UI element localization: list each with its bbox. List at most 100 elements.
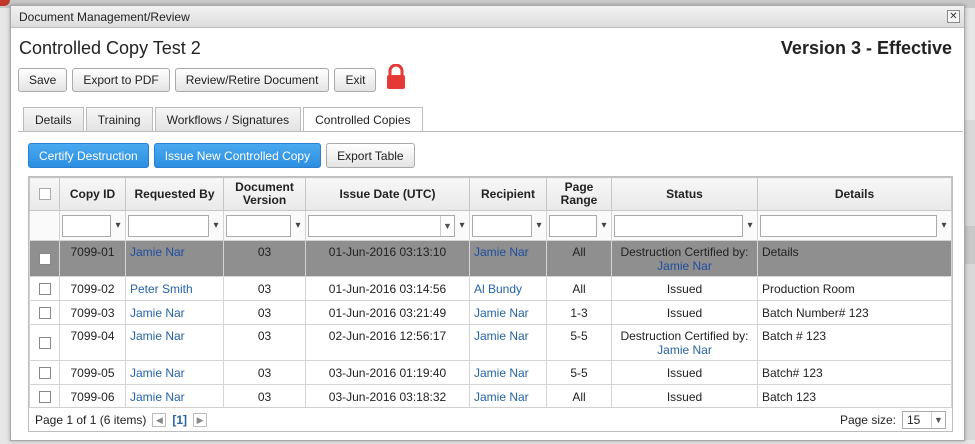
filter-input[interactable] — [549, 214, 597, 237]
filter-input[interactable] — [614, 214, 743, 237]
filter-icon[interactable]: ▾ — [536, 220, 542, 231]
filter-icon[interactable]: ▾ — [213, 220, 219, 231]
filter-icon[interactable]: ▾ — [295, 220, 301, 231]
header-copy-id[interactable]: Copy ID — [59, 177, 126, 211]
cell-details: Batch Number# 123 — [757, 300, 952, 325]
recipient-link[interactable]: Jamie Nar — [474, 329, 529, 343]
cell-copy-id: 7099-06 — [59, 384, 126, 409]
row-checkbox[interactable] — [38, 337, 51, 350]
page-size-control: Page size: 15 ▼ — [840, 410, 946, 429]
chevron-down-icon[interactable]: ▼ — [440, 215, 454, 236]
row-checkbox[interactable] — [38, 253, 51, 266]
certify-destruction-button[interactable]: Certify Destruction — [28, 143, 149, 168]
requested-by-link[interactable]: Peter Smith — [130, 281, 193, 296]
save-button[interactable]: Save — [18, 68, 68, 92]
review-retire-button[interactable]: Review/Retire Document — [174, 68, 330, 92]
cell-issue-date: 02-Jun-2016 12:56:17 — [305, 324, 470, 361]
filter-input[interactable] — [128, 214, 209, 237]
tab-bar: Details Training Workflows / Signatures … — [23, 107, 423, 132]
status-text: Destruction Certified by: — [620, 245, 749, 259]
filter-icon[interactable]: ▾ — [459, 220, 465, 231]
tab-training[interactable]: Training — [85, 107, 153, 131]
filter-icon[interactable]: ▾ — [115, 220, 121, 231]
cell-status: Destruction Certified by: Jamie Nar — [611, 324, 758, 361]
cell-issue-date: 03-Jun-2016 01:19:40 — [305, 360, 470, 385]
toolbar: Save Export to PDF Review/Retire Documen… — [18, 64, 407, 92]
tab-details[interactable]: Details — [23, 107, 84, 131]
requested-by-link[interactable]: Jamie Nar — [130, 329, 185, 343]
row-checkbox[interactable] — [38, 307, 51, 320]
cell-version: 03 — [223, 276, 306, 301]
status-by-link[interactable]: Jamie Nar — [657, 343, 712, 357]
recipient-link[interactable]: Jamie Nar — [474, 389, 529, 404]
cell-page-range: 5-5 — [546, 360, 612, 385]
tab-workflows-signatures[interactable]: Workflows / Signatures — [154, 107, 302, 131]
issue-new-copy-button[interactable]: Issue New Controlled Copy — [153, 143, 322, 168]
recipient-link[interactable]: Jamie Nar — [474, 305, 529, 320]
recipient-link[interactable]: Jamie Nar — [474, 245, 529, 259]
current-page[interactable]: [1] — [172, 412, 188, 427]
cell-status: Destruction Certified by: Jamie Nar — [611, 240, 758, 277]
table-row[interactable]: 7099-04 Jamie Nar 03 02-Jun-2016 12:56:1… — [29, 324, 952, 361]
cell-details: Details — [757, 240, 952, 277]
requested-by-link[interactable]: Jamie Nar — [130, 245, 185, 259]
cell-version: 03 — [223, 324, 306, 361]
tab-divider — [18, 131, 963, 132]
tab-controlled-copies[interactable]: Controlled Copies — [303, 107, 423, 132]
cell-details: Batch# 123 — [757, 360, 952, 385]
dialog-titlebar: Document Management/Review ✕ — [11, 6, 964, 28]
next-page-icon[interactable]: ▶ — [193, 412, 208, 427]
filter-icon[interactable]: ▾ — [941, 220, 947, 231]
header-document-version[interactable]: Document Version — [223, 177, 306, 211]
filter-icon[interactable]: ▾ — [601, 220, 607, 231]
table-row[interactable]: 7099-01 Jamie Nar 03 01-Jun-2016 03:13:1… — [29, 240, 952, 277]
select-all-checkbox[interactable] — [38, 188, 51, 201]
select-all-header[interactable] — [29, 177, 60, 211]
cell-copy-id: 7099-05 — [59, 360, 126, 385]
cell-version: 03 — [223, 360, 306, 385]
grid-actions: Certify Destruction Issue New Controlled… — [28, 143, 415, 168]
page-title: Controlled Copy Test 2 — [19, 38, 201, 58]
filter-input[interactable] — [760, 214, 937, 237]
cell-version: 03 — [223, 300, 306, 325]
prev-page-icon[interactable]: ◀ — [152, 412, 167, 427]
header-recipient[interactable]: Recipient — [469, 177, 547, 211]
page-size-select[interactable]: 15 ▼ — [902, 410, 946, 429]
header-details[interactable]: Details — [757, 177, 952, 211]
row-checkbox[interactable] — [38, 367, 51, 380]
header-issue-date[interactable]: Issue Date (UTC) — [305, 177, 470, 211]
table-row[interactable]: 7099-02 Peter Smith 03 01-Jun-2016 03:14… — [29, 276, 952, 301]
table-row[interactable]: 7099-05 Jamie Nar 03 03-Jun-2016 01:19:4… — [29, 360, 952, 385]
table-row[interactable]: 7099-06 Jamie Nar 03 03-Jun-2016 03:18:3… — [29, 384, 952, 409]
filter-input[interactable] — [472, 214, 532, 237]
requested-by-link[interactable]: Jamie Nar — [130, 305, 185, 320]
requested-by-link[interactable]: Jamie Nar — [130, 365, 185, 380]
close-icon[interactable]: ✕ — [947, 10, 960, 23]
status-by-link[interactable]: Jamie Nar — [657, 259, 712, 273]
header-requested-by[interactable]: Requested By — [125, 177, 224, 211]
cell-copy-id: 7099-01 — [59, 240, 126, 277]
table-row[interactable]: 7099-03 Jamie Nar 03 01-Jun-2016 03:21:4… — [29, 300, 952, 325]
version-status: Version 3 - Effective — [780, 38, 952, 58]
dialog-title: Document Management/Review — [19, 10, 190, 24]
filter-input[interactable] — [62, 214, 111, 237]
recipient-link[interactable]: Al Bundy — [474, 281, 523, 296]
background-logo — [0, 0, 10, 6]
filter-input[interactable] — [226, 214, 291, 237]
row-checkbox[interactable] — [38, 391, 51, 404]
row-checkbox[interactable] — [38, 283, 51, 296]
header-status[interactable]: Status — [611, 177, 758, 211]
chevron-down-icon[interactable]: ▼ — [931, 411, 945, 428]
cell-status: Issued — [611, 276, 758, 301]
filter-icon[interactable]: ▾ — [747, 220, 753, 231]
export-table-button[interactable]: Export Table — [326, 143, 415, 168]
background-window — [0, 0, 975, 8]
cell-issue-date: 01-Jun-2016 03:14:56 — [305, 276, 470, 301]
export-pdf-button[interactable]: Export to PDF — [72, 68, 170, 92]
header-page-range[interactable]: Page Range — [546, 177, 612, 211]
requested-by-link[interactable]: Jamie Nar — [130, 389, 185, 404]
exit-button[interactable]: Exit — [334, 68, 377, 92]
cell-issue-date: 01-Jun-2016 03:21:49 — [305, 300, 470, 325]
recipient-link[interactable]: Jamie Nar — [474, 365, 529, 380]
filter-date-select[interactable]: ▼ — [308, 214, 455, 237]
